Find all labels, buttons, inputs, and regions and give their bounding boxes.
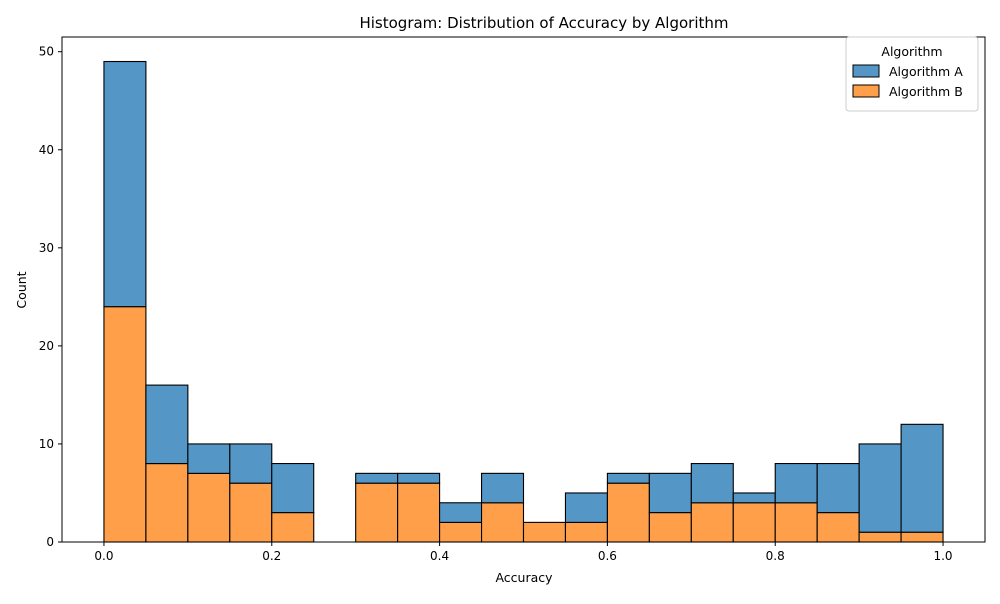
bar-algorithm-a-bin-16: [774, 463, 818, 504]
bar-algorithm-a-bin-12: [606, 472, 650, 484]
bar-algorithm-b-bin-18: [858, 531, 902, 543]
bars-layer: [103, 60, 944, 543]
x-axis-label: Accuracy: [495, 570, 553, 585]
bar-algorithm-a-bin-2: [187, 443, 231, 474]
bar-algorithm-a-bin-15: [732, 492, 776, 504]
x-tick-label: 1.0: [933, 549, 952, 563]
legend-title: Algorithm: [881, 44, 942, 59]
bar-algorithm-a-bin-7: [397, 472, 441, 484]
bar-algorithm-b-bin-9: [480, 502, 525, 543]
bar-algorithm-b-bin-17: [816, 512, 860, 543]
bar-algorithm-b-bin-11: [564, 521, 608, 543]
bar-algorithm-b-bin-15: [732, 502, 776, 543]
y-tick-label: 20: [39, 339, 54, 353]
legend-entries: Algorithm A Algorithm B: [852, 64, 963, 99]
bar-algorithm-b-bin-7: [397, 482, 441, 543]
y-axis-label: Count: [14, 271, 29, 308]
axes-layer: 0.0 0.2 0.4 0.6 0.8 1.0 0 10 20 30 40 50: [39, 36, 986, 563]
x-tick-label: 0.8: [766, 549, 785, 563]
bar-algorithm-a-bin-11: [564, 492, 608, 523]
x-tick-label: 0.4: [430, 549, 449, 563]
bar-algorithm-b-bin-19: [900, 531, 944, 543]
bar-algorithm-a-bin-9: [480, 472, 525, 504]
x-tick-label: 0.6: [598, 549, 617, 563]
y-tick-label: 0: [46, 535, 54, 549]
bar-algorithm-b-bin-8: [439, 521, 483, 543]
y-tick-label: 50: [39, 45, 54, 59]
legend-label-algorithm-a: Algorithm A: [889, 64, 963, 79]
bar-algorithm-a-bin-8: [439, 502, 483, 523]
bar-algorithm-b-bin-14: [690, 502, 734, 543]
bar-algorithm-b-bin-12: [606, 482, 650, 543]
y-tick-label: 40: [39, 143, 54, 157]
plot-frame: [61, 36, 986, 543]
bar-algorithm-b-bin-1: [145, 463, 189, 543]
bar-algorithm-b-bin-0: [103, 306, 147, 543]
bar-algorithm-b-bin-13: [648, 512, 692, 543]
legend-swatch-algorithm-b: [852, 84, 880, 98]
bar-algorithm-a-bin-4: [271, 463, 315, 514]
bar-algorithm-a-bin-17: [816, 463, 860, 514]
y-tick-label: 30: [39, 241, 54, 255]
bar-algorithm-b-bin-3: [229, 482, 273, 543]
bar-algorithm-a-bin-13: [648, 472, 692, 514]
x-tick-label: 0.2: [262, 549, 281, 563]
bar-algorithm-a-bin-3: [229, 443, 273, 484]
bar-algorithm-a-bin-6: [355, 472, 399, 484]
chart-title: Histogram: Distribution of Accuracy by A…: [359, 14, 728, 32]
bar-algorithm-a-bin-0: [103, 60, 147, 308]
bar-algorithm-a-bin-19: [900, 423, 944, 533]
legend-swatch-algorithm-a: [852, 64, 880, 78]
legend-label-algorithm-b: Algorithm B: [889, 84, 963, 99]
bar-algorithm-b-bin-10: [522, 521, 567, 543]
bar-algorithm-a-bin-1: [145, 384, 189, 465]
bar-algorithm-a-bin-14: [690, 463, 734, 504]
bar-algorithm-b-bin-6: [355, 482, 399, 543]
bar-algorithm-b-bin-4: [271, 512, 315, 543]
bar-algorithm-b-bin-16: [774, 502, 818, 543]
y-tick-label: 10: [39, 437, 54, 451]
legend: Algorithm Algorithm A Algorithm B: [845, 36, 979, 112]
x-tick-label: 0.0: [94, 549, 113, 563]
bar-algorithm-b-bin-2: [187, 472, 231, 543]
bar-algorithm-a-bin-18: [858, 443, 902, 533]
